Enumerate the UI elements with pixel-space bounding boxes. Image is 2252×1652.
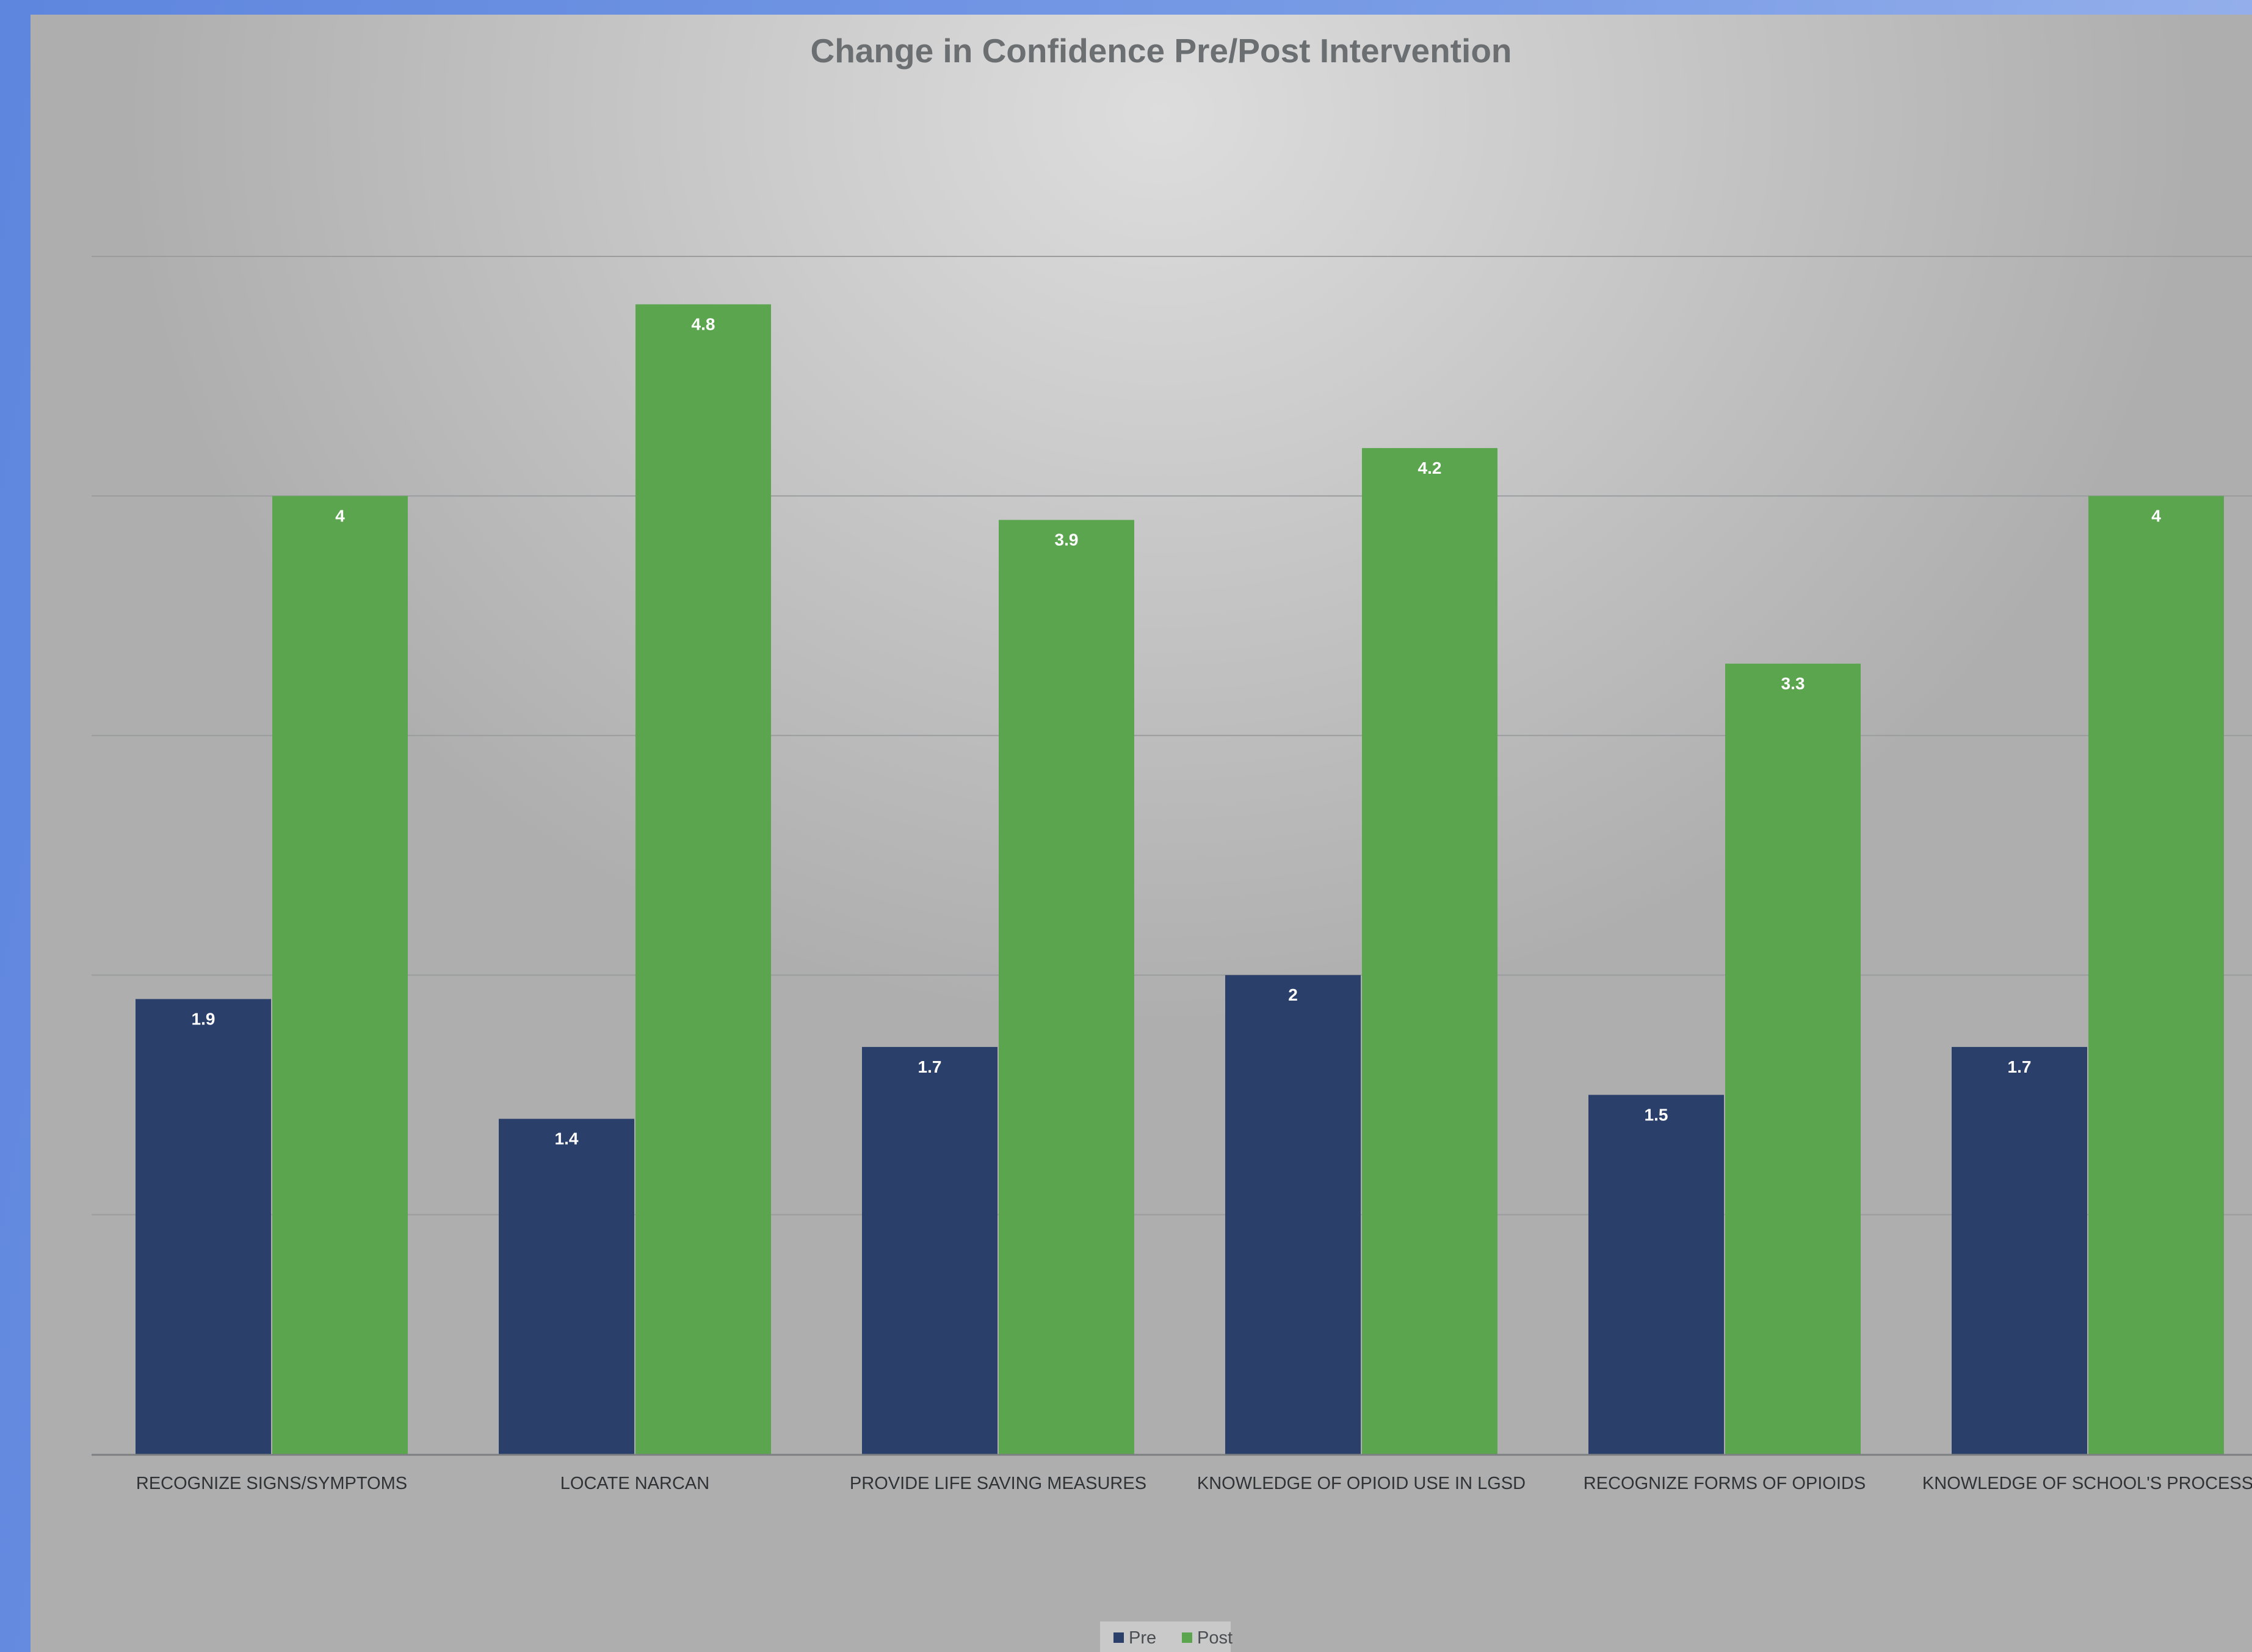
data-label-post-6: 4: [2151, 506, 2161, 525]
bar-chart: 1.9 4 1.4 4.8 1.7 3.9 2 4.2 1.5 3.3 1.7 4 RECOGNIZE…: [92, 32, 2252, 1652]
x-tick-label: LOCATE NARCAN: [560, 1474, 709, 1493]
bar-pre-2: [499, 1118, 634, 1454]
data-label-post-4: 4.2: [1418, 458, 1442, 477]
data-label-post-3: 3.9: [1055, 531, 1079, 549]
data-label-post-1: 4: [335, 506, 345, 525]
bar-pre-6: [1952, 1046, 2087, 1454]
x-tick-label: KNOWLEDGE OF OPIOID USE IN LGSD: [1197, 1474, 1526, 1493]
bar-post-1: [272, 496, 408, 1454]
bar-post-6: [2088, 496, 2224, 1454]
gridlines: [92, 256, 2252, 1215]
data-label-post-2: 4.8: [692, 314, 715, 333]
data-label-pre-1: 1.9: [192, 1009, 215, 1028]
x-tick-label: KNOWLEDGE OF SCHOOL'S PROCESS: [1922, 1474, 2252, 1493]
bar-pre-1: [136, 999, 271, 1454]
bar-post-2: [635, 304, 771, 1455]
bar-post-5: [1725, 664, 1861, 1454]
data-label-pre-4: 2: [1288, 985, 1298, 1004]
legend-label-post: Post: [1197, 1628, 1233, 1648]
legend-swatch-pre: [1113, 1632, 1124, 1643]
x-tick-label: RECOGNIZE FORMS OF OPIOIDS: [1584, 1474, 1866, 1493]
legend-label-pre: Pre: [1129, 1628, 1156, 1648]
bar-pre-5: [1588, 1095, 1724, 1454]
data-label-pre-2: 1.4: [555, 1129, 579, 1148]
bar-pre-3: [862, 1046, 997, 1454]
legend-swatch-post: [1182, 1632, 1192, 1643]
bar-pre-4: [1225, 975, 1361, 1454]
chart-title: Change in Confidence Pre/Post Interventi…: [810, 32, 1512, 70]
x-tick-label: RECOGNIZE SIGNS/SYMPTOMS: [136, 1474, 407, 1493]
data-label-pre-6: 1.7: [2008, 1057, 2032, 1076]
data-label-post-5: 3.3: [1781, 674, 1805, 693]
data-label-pre-3: 1.7: [918, 1057, 942, 1076]
chart-area: 1.9 4 1.4 4.8 1.7 3.9 2 4.2 1.5 3.3 1.7 4 RECOGNIZE…: [31, 15, 2252, 1652]
legend: Pre Post: [1100, 1621, 1233, 1652]
bar-post-3: [999, 520, 1134, 1454]
bars: [136, 304, 2224, 1455]
data-label-pre-5: 1.5: [1645, 1105, 1668, 1124]
data-labels: 1.9 4 1.4 4.8 1.7 3.9 2 4.2 1.5 3.3 1.7 4: [192, 314, 2162, 1148]
bar-post-4: [1362, 447, 1497, 1455]
x-axis-tick-labels: RECOGNIZE SIGNS/SYMPTOMS LOCATE NARCAN PRO…: [136, 1474, 2252, 1493]
x-tick-label: PROVIDE LIFE SAVING MEASURES: [850, 1474, 1146, 1493]
